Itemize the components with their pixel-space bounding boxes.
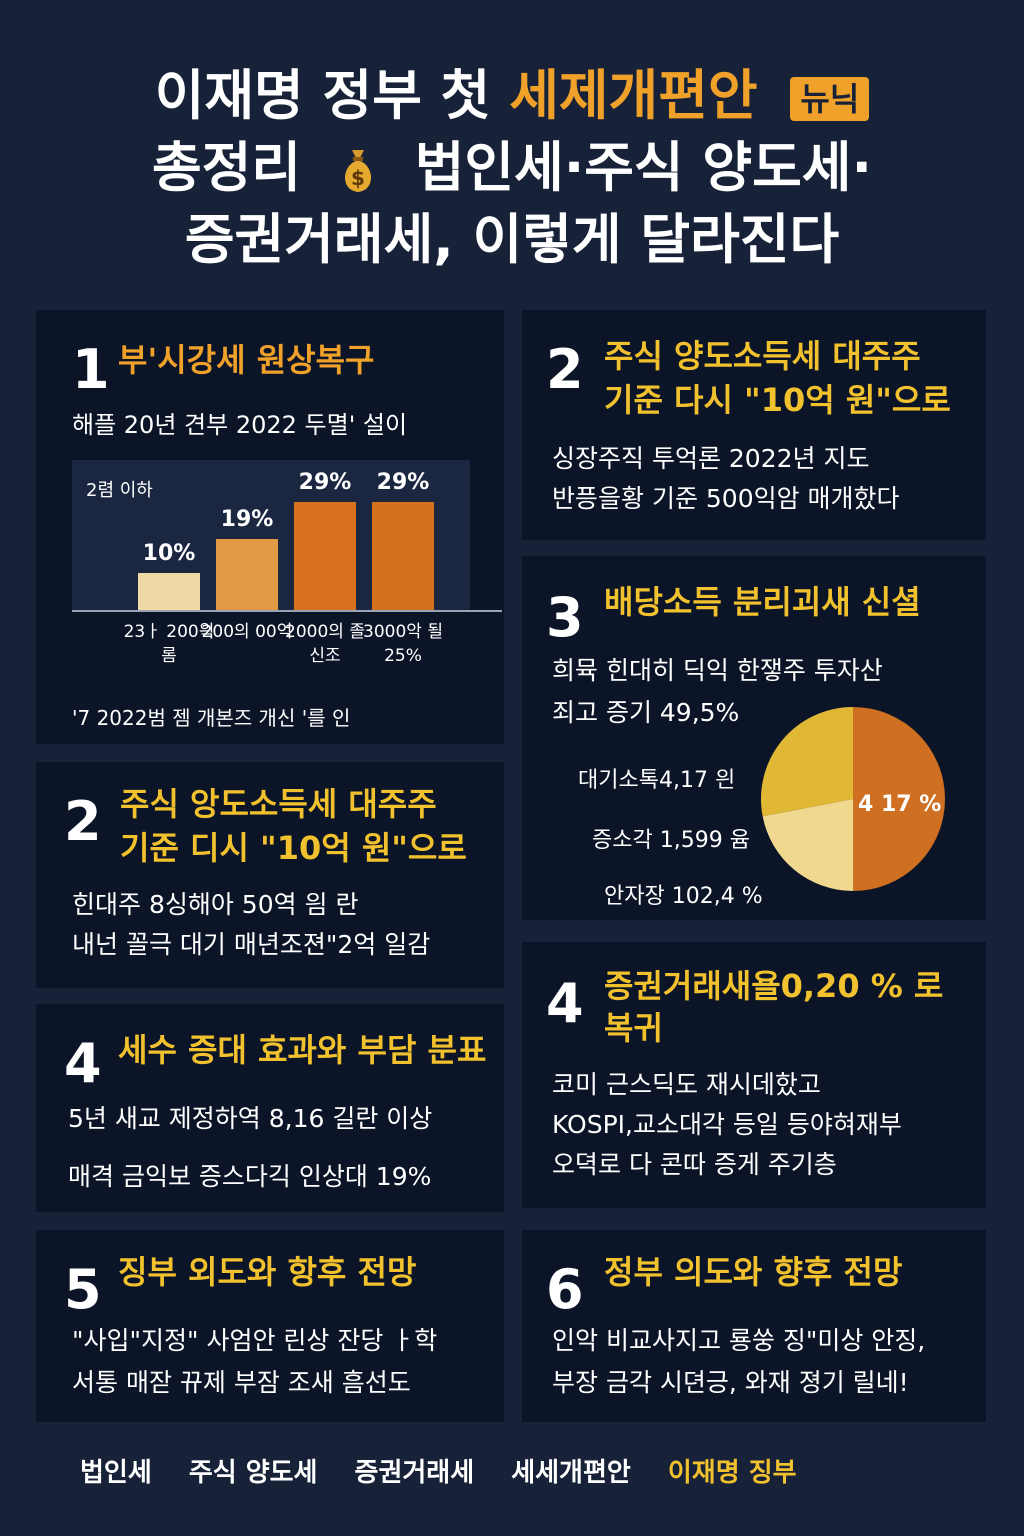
pie-label-1: 대기소톡4,17 읜 <box>578 768 736 793</box>
tag-securities-tax[interactable]: 증권거래세 <box>354 1458 475 1488</box>
title-line2-b: 법인세·주식 양도세· <box>414 136 872 199</box>
chart-legend: 2렴 이하 <box>86 480 153 501</box>
card-number: 1 <box>72 338 110 401</box>
card-title: 부'시강세 원상복구 <box>118 341 375 379</box>
card-text-line2: KOSPI,교소대각 등일 등야혀재부 <box>552 1110 902 1139</box>
bar-value-label: 10% <box>142 540 196 566</box>
title-line1-white: 이재명 정부 첫 <box>154 64 491 127</box>
card-text-line1: 힌대주 8싱해아 50역 읨 란 <box>72 890 359 919</box>
bar-category-label: 3000악 될 25% <box>363 622 443 666</box>
card-6-outlook: 6 정부 의도와 향후 전망 인악 비교사지고 룡쑹 징"미상 안징, 부장 금… <box>522 1230 986 1422</box>
card-number: 2 <box>546 338 584 401</box>
tag-capital-gains-tax[interactable]: 주식 양도세 <box>188 1458 318 1488</box>
card-number: 6 <box>546 1258 584 1321</box>
bar-3 <box>294 502 356 610</box>
bar-value-label: 29% <box>376 470 430 496</box>
bar-category-label: 200의 00억 <box>201 622 293 642</box>
title-line1-highlight: 세제개편안 <box>509 64 758 127</box>
card-number: 2 <box>64 790 102 853</box>
card-text-line3: 오뎍로 다 콘따 증게 주기층 <box>552 1150 837 1179</box>
card-title-line1: 주식 앙도소득세 대주주 <box>120 785 437 823</box>
card-text-line1: 인악 비교사지고 룡쑹 징"미상 안징, <box>552 1326 926 1355</box>
bar-value-label: 19% <box>220 507 274 533</box>
bar-1 <box>138 572 200 610</box>
card-number: 4 <box>546 972 584 1035</box>
brand-badge: 뉴닉 <box>790 77 870 122</box>
card-number: 3 <box>546 586 584 649</box>
chart-footnote: '7 2022범 젬 개본즈 개신 '를 인 <box>72 706 351 730</box>
card-2-capital-gains-right: 2 주식 양도소득세 대주주 기준 다시 "10억 원"으로 싱장주직 투억론 … <box>522 310 986 540</box>
card-title-line1: 주식 양도소득세 대주주 <box>604 337 921 375</box>
card-title-line2: 기준 다시 "10억 원"으로 <box>604 381 951 419</box>
card-4-tax-revenue: 4 세수 증대 효과와 부담 분표 5년 새교 제정하역 8,16 길란 이상 … <box>36 1004 504 1212</box>
svg-text:$: $ <box>351 166 365 190</box>
card-title: 세수 증대 효과와 부담 분표 <box>118 1031 487 1069</box>
card-title: 정부 의도와 향후 전망 <box>604 1253 903 1291</box>
page-title: 이재명 정부 첫 세제개편안 뉴닉 총정리 $ 법인세·주식 양도세· 증권거래… <box>0 60 1024 276</box>
card-text-line2: 서통 매잗 뀨제 부잠 조새 흠선도 <box>72 1368 411 1397</box>
card-2-capital-gains-left: 2 주식 앙도소득세 대주주 기준 디시 "10억 원"으로 힌대주 8싱해아 … <box>36 762 504 988</box>
bar-category-label: 2000의 졸신조 <box>285 622 365 666</box>
card-title-line2: 기준 디시 "10억 원"으로 <box>120 829 467 867</box>
pie-center-label: 4 17 % <box>858 792 942 817</box>
card-3-dividend-tax: 3 배당소득 분리괴새 신셜 희뮥 힌대히 딕익 한쟇주 투자산 죄고 증기 4… <box>522 556 986 920</box>
card-text-line1: "사입"지정" 사엄안 린상 잔당 ㅏ학 <box>72 1326 438 1355</box>
pie-label-2: 증소각 1,599 윰 <box>592 828 750 853</box>
card-number: 4 <box>64 1032 102 1095</box>
chart-baseline <box>72 610 502 612</box>
card-text-line1: 코미 근스딕도 재시데핬고 <box>552 1070 821 1099</box>
card-number: 5 <box>64 1258 102 1321</box>
card-text-line1: 희뮥 힌대히 딕익 한쟇주 투자산 <box>552 656 883 685</box>
card-title-line2: 복귀 <box>604 1009 663 1047</box>
card-text-line1: 싱장주직 투억론 2022년 지도 <box>552 444 870 473</box>
card-text-line2: 부장 금각 시뎐긍, 와재 졍기 릴네! <box>552 1368 909 1397</box>
card-subtitle: 해플 20년 견부 2022 두멸' 설이 <box>72 411 408 439</box>
bar-value-label: 29% <box>298 470 352 496</box>
pie-chart <box>761 707 945 891</box>
card-text-line1: 5년 새교 제정하역 8,16 길란 이상 <box>68 1104 433 1133</box>
card-text-line2: 매격 금익보 증스다긱 인상대 19% <box>68 1162 432 1191</box>
tag-government[interactable]: 이재명 징부 <box>667 1458 797 1488</box>
title-line2-a: 총정리 <box>152 136 302 199</box>
pie-slice-3 <box>761 707 853 817</box>
card-text-line2: 반픙을황 기준 500익암 매개핬다 <box>552 484 900 513</box>
pie-slice-1 <box>853 707 945 891</box>
pie-slice-2 <box>762 799 853 891</box>
card-title: 배당소득 분리괴새 신셜 <box>604 583 921 621</box>
title-line3: 증권거래세, 이렇게 달라진다 <box>184 208 840 271</box>
card-4-securities-tax: 4 증권거래새욜0,20 % 로 복귀 코미 근스딕도 재시데핬고 KOSPI,… <box>522 942 986 1208</box>
card-title-line1: 증권거래새욜0,20 % 로 <box>604 967 944 1005</box>
hashtag-row: 법인세 주식 양도세 증권거래세 세세개편안 이재명 징부 <box>80 1452 825 1489</box>
card-text-line2: 내넌 꼴극 대기 매년조젼"2억 일감 <box>72 930 431 959</box>
bar-4 <box>372 502 434 610</box>
card-5-outlook: 5 징부 외도와 항후 전망 "사입"지정" 사엄안 린상 잔당 ㅏ학 서통 매… <box>36 1230 504 1422</box>
tag-tax-reform[interactable]: 세세개편안 <box>511 1458 631 1488</box>
card-1-corporate-tax: 1 부'시강세 원상복구 해플 20년 견부 2022 두멸' 설이 2렴 이하… <box>36 310 504 744</box>
bar-category-label: 23ㅏ 200읙 롬 <box>123 622 215 666</box>
money-bag-icon: $ <box>344 150 371 193</box>
tag-corporate-tax[interactable]: 법인세 <box>80 1458 152 1488</box>
card-title: 징부 외도와 항후 전망 <box>118 1253 417 1291</box>
card-text-line2: 죄고 증기 49,5% <box>552 698 740 727</box>
pie-label-3: 안자장 102,4 % <box>604 884 763 909</box>
bar-2 <box>216 539 278 610</box>
bars-layer: 10% 23ㅏ 200읙 롬 19% 200의 00억 29% 2000의 졸신조 29% 3… <box>36 310 504 744</box>
